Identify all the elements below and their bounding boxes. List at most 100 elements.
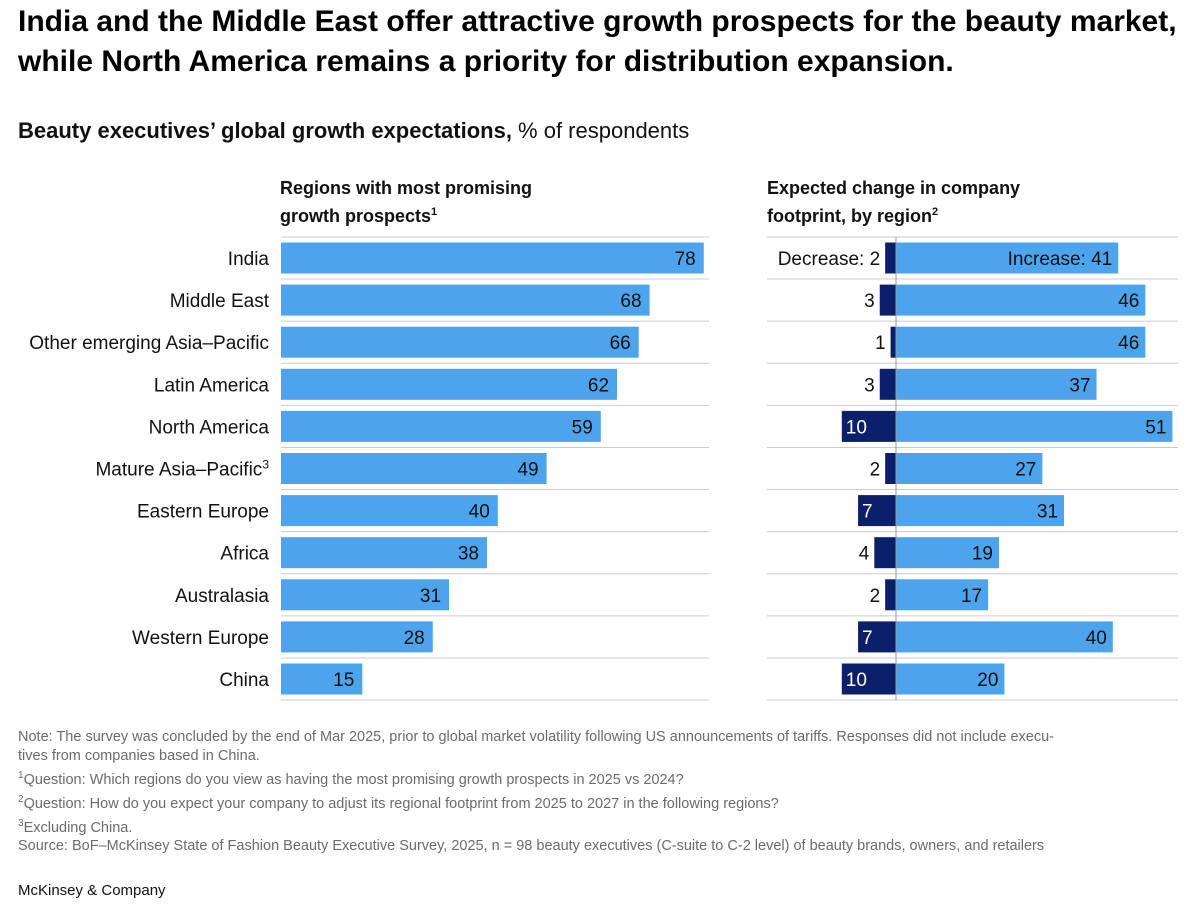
right-panel-title-text: Expected change in company footprint, by…	[767, 178, 1021, 226]
footnote-3-text: Excluding China.	[23, 819, 133, 836]
category-label: Latin America	[154, 375, 270, 396]
increase-value-label: 19	[972, 544, 993, 565]
increase-bar	[896, 663, 1005, 695]
increase-value-label: 46	[1118, 291, 1139, 312]
growth-value-label: 62	[588, 375, 609, 396]
brand-name: McKinsey & Company	[18, 882, 166, 899]
decrease-bar	[874, 537, 896, 569]
growth-value-label: 59	[572, 417, 593, 438]
increase-value-label: 27	[1015, 460, 1036, 481]
category-label: Mature Asia–Pacific3	[95, 458, 269, 481]
growth-bar	[281, 410, 601, 442]
growth-value-label: 38	[458, 544, 479, 565]
increase-bar	[896, 537, 999, 569]
category-label: Middle East	[170, 291, 270, 312]
decrease-value-label: 7	[862, 502, 873, 523]
right-panel-title: Expected change in company footprint, by…	[767, 176, 1020, 228]
increase-value-label: 31	[1037, 502, 1058, 523]
growth-value-label: 49	[517, 460, 538, 481]
decrease-value-label: 2	[870, 460, 881, 481]
increase-value-label: 37	[1069, 375, 1090, 396]
growth-value-label: 68	[620, 291, 641, 312]
left-panel-title-footnote: 1	[431, 206, 438, 218]
category-label: India	[228, 249, 270, 270]
growth-charts: India 78 Decrease: 2 Increase: 41 Middle Eas…	[29, 236, 1178, 701]
footnotes: Note: The survey was concluded by the en…	[18, 728, 1168, 856]
decrease-bar	[841, 663, 896, 695]
headline: India and the Middle East offer attracti…	[18, 5, 1177, 78]
increase-bar	[896, 242, 1119, 274]
decrease-bar	[885, 242, 896, 274]
growth-bar	[281, 495, 498, 527]
footnote-3: 3Excluding China.	[18, 814, 1168, 838]
left-panel-title: Regions with most promising growth prosp…	[280, 176, 532, 228]
decrease-bar	[890, 326, 896, 358]
growth-bar	[281, 579, 450, 611]
footnote-1-text: Question: Which regions do you view as h…	[23, 771, 684, 788]
growth-bar	[281, 453, 547, 484]
growth-bar	[281, 242, 704, 274]
growth-bar	[281, 284, 650, 316]
note-line-2: tives from companies based in China.	[18, 748, 260, 764]
footnote-2: 2Question: How do you expect your compan…	[18, 790, 1168, 814]
decrease-bar	[858, 621, 896, 653]
chart-subtitle: Beauty executives’ global growth expecta…	[18, 116, 689, 146]
decrease-value-label: 2	[870, 586, 881, 607]
growth-bar	[281, 326, 639, 358]
growth-value-label: 31	[420, 586, 441, 607]
category-label: Australasia	[175, 586, 269, 607]
growth-value-label: 28	[404, 628, 425, 649]
category-label: Western Europe	[132, 628, 269, 649]
decrease-bar	[841, 410, 896, 442]
decrease-value-label: 10	[846, 417, 867, 438]
growth-value-label: 15	[333, 670, 354, 691]
decrease-value-label: Decrease: 2	[778, 249, 880, 270]
category-label: North America	[149, 417, 270, 438]
increase-value-label: 17	[961, 586, 982, 607]
decrease-value-label: 7	[862, 628, 873, 649]
increase-bar	[896, 326, 1146, 358]
left-panel-title-text: Regions with most promising growth prosp…	[280, 178, 533, 226]
category-label: Other emerging Asia–Pacific	[29, 333, 269, 354]
increase-value-label: 40	[1086, 628, 1107, 649]
growth-value-label: 40	[469, 502, 490, 523]
growth-value-label: 78	[675, 249, 696, 270]
decrease-value-label: 4	[859, 544, 870, 565]
decrease-bar	[858, 495, 896, 527]
increase-bar	[896, 495, 1065, 527]
growth-bar	[281, 537, 487, 569]
increase-bar	[896, 284, 1146, 316]
category-label: Eastern Europe	[137, 502, 269, 523]
footnote-2-text: Question: How do you expect your company…	[23, 795, 779, 812]
increase-value-label: 20	[977, 670, 998, 691]
subtitle-unit: % of respondents	[511, 118, 690, 143]
footnote-1-mark: 1	[18, 770, 24, 781]
decrease-bar	[885, 453, 896, 484]
note-line-1: Note: The survey was concluded by the en…	[18, 729, 1054, 745]
increase-bar	[896, 579, 989, 611]
growth-bar	[281, 663, 363, 695]
right-panel-title-footnote: 2	[931, 206, 939, 218]
increase-value-label: 46	[1118, 333, 1139, 354]
decrease-value-label: 3	[864, 291, 875, 312]
increase-bar	[896, 453, 1043, 484]
decrease-bar	[885, 579, 896, 611]
category-label: Africa	[220, 544, 269, 565]
increase-value-label: 51	[1145, 417, 1166, 438]
decrease-value-label: 10	[846, 670, 867, 691]
increase-bar	[896, 621, 1113, 653]
increase-bar	[896, 410, 1173, 442]
increase-bar	[896, 368, 1097, 400]
footnote-3-mark: 3	[18, 817, 24, 829]
growth-value-label: 66	[610, 333, 631, 354]
category-label: China	[219, 670, 269, 691]
source-line: Source: BoF–McKinsey State of Fashion Be…	[18, 838, 1045, 855]
increase-value-label: Increase: 41	[1008, 249, 1113, 270]
growth-bar	[281, 368, 618, 400]
decrease-value-label: 3	[864, 375, 875, 396]
footnote-1: 1Question: Which regions do you view as …	[18, 766, 1168, 790]
decrease-bar	[879, 368, 896, 400]
footnote-2-mark: 2	[18, 793, 24, 805]
subtitle-bold: Beauty executives’ global growth expecta…	[18, 118, 512, 143]
growth-bar	[281, 621, 433, 653]
